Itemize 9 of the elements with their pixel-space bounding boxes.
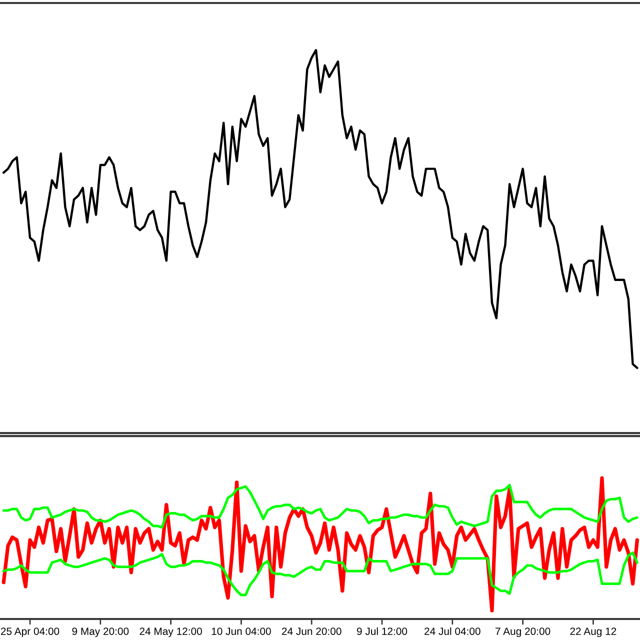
x-tick-label: 24 Jul 04:00 [424,627,480,635]
x-tick-label: 10 Jun 04:00 [212,628,271,635]
x-tick-label: 9 Jul 12:00 [357,627,408,635]
x-tick-label: 9 May 20:00 [72,628,129,638]
x-tick-label: 24 May 12:00 [140,628,202,638]
x-tick-label: 7 Aug 20:00 [496,628,550,638]
x-tick-label: 22 Aug 12 [570,628,616,638]
x-tick-label: 25 Apr 04:00 [0,628,60,638]
x-tick-label: 24 Jun 20:00 [282,628,342,635]
